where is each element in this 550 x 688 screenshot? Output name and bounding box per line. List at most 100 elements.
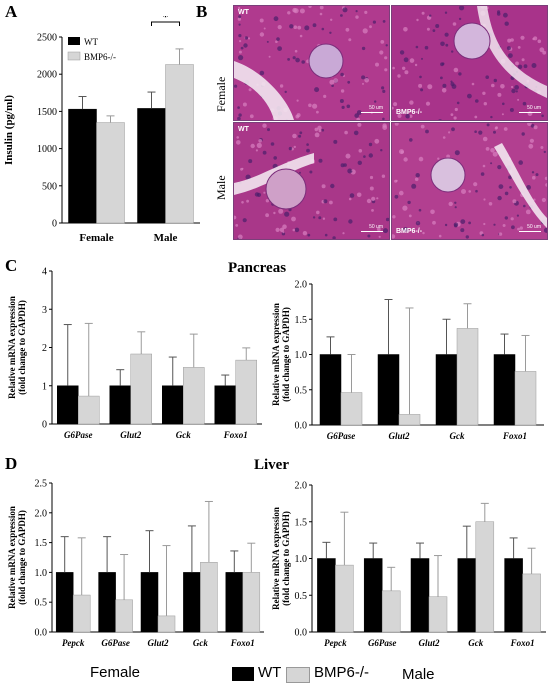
y-tick-label: 0.5 bbox=[295, 591, 308, 602]
y-tick-label: 0.0 bbox=[35, 628, 48, 639]
x-tick-label: Female bbox=[79, 232, 113, 244]
y-axis-label: Relative mRNA expression bbox=[272, 507, 281, 610]
bar bbox=[363, 558, 383, 633]
tissue-texture bbox=[234, 123, 389, 239]
legend-swatch-wt bbox=[68, 37, 80, 45]
bar bbox=[183, 367, 205, 425]
histology-image bbox=[392, 6, 547, 120]
bar bbox=[130, 353, 152, 425]
bar bbox=[225, 572, 244, 633]
legend-ko: BMP6-/- bbox=[314, 664, 370, 681]
bar bbox=[214, 385, 236, 425]
legend-wt-swatch bbox=[232, 667, 254, 681]
y-tick-label: 1000 bbox=[37, 144, 57, 155]
bar bbox=[200, 562, 218, 633]
legend-wt: WT bbox=[258, 664, 282, 681]
y-tick-label: 1.5 bbox=[295, 517, 308, 528]
y-tick-label: 0.0 bbox=[295, 421, 308, 432]
tissue-texture bbox=[392, 123, 547, 239]
bar bbox=[456, 328, 479, 426]
y-tick-label: 1.0 bbox=[35, 568, 48, 579]
x-tick-label: Gck bbox=[468, 638, 483, 648]
y-tick-label: 2.5 bbox=[35, 479, 48, 490]
x-tick-label: Glut2 bbox=[147, 638, 169, 648]
micrograph-male-wt: WT 50 um bbox=[233, 122, 390, 240]
legend-male: Male bbox=[402, 666, 435, 683]
x-tick-label: G6Pase bbox=[101, 638, 130, 648]
bar bbox=[78, 395, 100, 425]
x-tick-label: G6Pase bbox=[327, 431, 356, 441]
chart-c-male: 0.0 0.5 1.0 1.5 2.0 Relative mRNA expression(… bbox=[272, 280, 544, 441]
scale-text: 50 um bbox=[527, 105, 541, 111]
y-tick-label: 2.0 bbox=[295, 280, 308, 291]
micrograph-male-bmp6: BMP6-/- 50 um bbox=[391, 122, 548, 240]
micrograph-female-wt: WT 50 um bbox=[233, 5, 390, 121]
bar bbox=[504, 558, 523, 633]
y-axis-label: (fold change to GAPDH) bbox=[281, 307, 291, 402]
x-tick-label: Glut2 bbox=[120, 430, 142, 440]
panel-letter-b: B bbox=[196, 2, 208, 21]
y-axis-label: Relative mRNA expression bbox=[7, 296, 17, 399]
bar bbox=[140, 572, 159, 633]
bar bbox=[381, 590, 401, 633]
y-tick-label: 2.0 bbox=[35, 508, 48, 519]
panel-letter-c: C bbox=[5, 256, 18, 275]
bar bbox=[183, 572, 201, 633]
section-title-liver: Liver bbox=[254, 457, 289, 473]
significance-bracket bbox=[151, 21, 180, 26]
y-tick-label: 1 bbox=[42, 381, 47, 392]
bar bbox=[317, 558, 336, 633]
y-tick-label: 1.5 bbox=[295, 315, 308, 326]
panel-letter-a: A bbox=[5, 2, 18, 21]
bar bbox=[522, 573, 541, 633]
y-axis-label: Relative mRNA expression bbox=[272, 303, 281, 406]
y-tick-label: 0 bbox=[52, 219, 57, 230]
bar bbox=[96, 122, 125, 224]
significance-star: * bbox=[162, 16, 169, 24]
bar bbox=[335, 564, 354, 633]
y-tick-label: 1.5 bbox=[35, 538, 48, 549]
y-tick-label: 0 bbox=[42, 420, 47, 431]
micrograph-label: WT bbox=[238, 126, 249, 133]
x-tick-label: Gck bbox=[176, 430, 191, 440]
y-tick-label: 500 bbox=[42, 181, 57, 192]
y-tick-label: 0.0 bbox=[295, 628, 308, 639]
bar bbox=[340, 392, 363, 426]
x-tick-label: Gck bbox=[193, 638, 208, 648]
y-tick-label: 3 bbox=[42, 305, 47, 316]
bar bbox=[475, 521, 495, 633]
x-tick-label: Foxo1 bbox=[230, 638, 255, 648]
x-tick-label: Pepck bbox=[62, 638, 85, 648]
y-tick-label: 1.0 bbox=[295, 554, 308, 565]
bar bbox=[457, 558, 477, 633]
x-tick-label: Foxo1 bbox=[502, 431, 527, 441]
micrograph-label: BMP6-/- bbox=[396, 109, 423, 116]
scale-text: 50 um bbox=[369, 105, 383, 111]
y-tick-label: 1500 bbox=[37, 107, 57, 118]
legend-female: Female bbox=[90, 664, 141, 681]
bar bbox=[377, 354, 400, 426]
histology-image bbox=[234, 6, 389, 120]
y-tick-label: 2 bbox=[42, 343, 47, 354]
scale-bar bbox=[519, 231, 541, 232]
legend-label-ko: BMP6-/- bbox=[84, 52, 116, 62]
y-axis-label: (fold change to GAPDH) bbox=[17, 510, 27, 605]
x-tick-label: Foxo1 bbox=[510, 638, 535, 648]
y-axis-label: Relative mRNA expression bbox=[7, 506, 17, 609]
histology-image bbox=[234, 123, 389, 239]
bar bbox=[493, 354, 516, 426]
legend-label-wt: WT bbox=[84, 37, 98, 47]
x-tick-label: Glut2 bbox=[388, 431, 410, 441]
bar bbox=[162, 385, 184, 425]
bar bbox=[68, 108, 97, 224]
scale-bar bbox=[361, 112, 383, 113]
x-tick-label: G6Pase bbox=[368, 638, 397, 648]
bar bbox=[157, 615, 176, 633]
chart-c-female: 0 1 2 3 4 Relative mRNA expression (fold chang… bbox=[7, 267, 262, 440]
bar bbox=[98, 572, 116, 633]
y-tick-label: 2.0 bbox=[295, 481, 308, 492]
micrograph-label: WT bbox=[238, 9, 249, 16]
bar bbox=[57, 385, 79, 425]
row-label-female: Female bbox=[214, 76, 228, 112]
panel-letter-d: D bbox=[5, 454, 18, 473]
